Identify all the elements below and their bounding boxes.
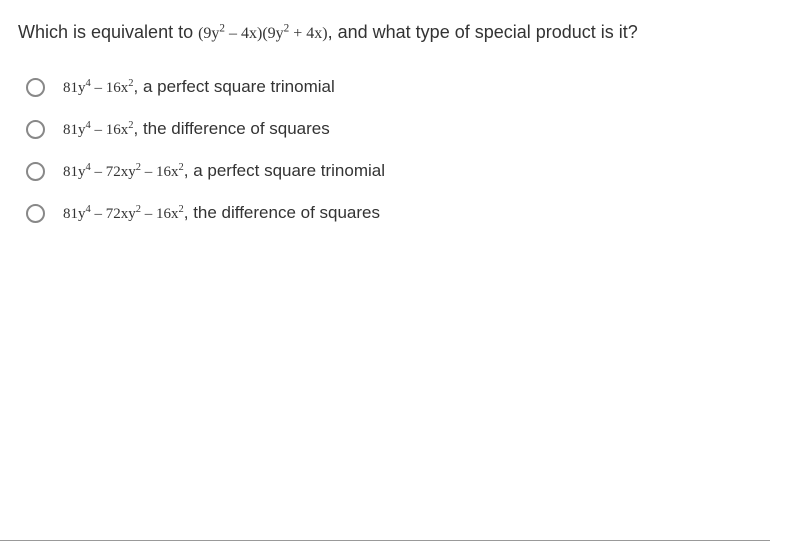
radio-button-1[interactable] xyxy=(26,78,45,97)
option-row: 81y4 – 72xy2 – 16x2, the difference of s… xyxy=(26,203,782,223)
option-text-1: 81y4 – 16x2, a perfect square trinomial xyxy=(63,77,335,97)
option-description: , the difference of squares xyxy=(184,203,380,222)
option-text-3: 81y4 – 72xy2 – 16x2, a perfect square tr… xyxy=(63,161,385,181)
options-container: 81y4 – 16x2, a perfect square trinomial … xyxy=(18,77,782,223)
option-expression: 81y4 – 72xy2 – 16x2 xyxy=(63,206,184,222)
option-expression: 81y4 – 72xy2 – 16x2 xyxy=(63,164,184,180)
option-text-4: 81y4 – 72xy2 – 16x2, the difference of s… xyxy=(63,203,380,223)
question-prefix: Which is equivalent to xyxy=(18,22,198,42)
option-description: , the difference of squares xyxy=(134,119,330,138)
option-row: 81y4 – 16x2, the difference of squares xyxy=(26,119,782,139)
option-row: 81y4 – 72xy2 – 16x2, a perfect square tr… xyxy=(26,161,782,181)
option-expression: 81y4 – 16x2 xyxy=(63,122,134,138)
option-row: 81y4 – 16x2, a perfect square trinomial xyxy=(26,77,782,97)
radio-button-2[interactable] xyxy=(26,120,45,139)
option-description: , a perfect square trinomial xyxy=(184,161,385,180)
question-text: Which is equivalent to (9y2 – 4x)(9y2 + … xyxy=(18,20,782,45)
radio-button-3[interactable] xyxy=(26,162,45,181)
bottom-divider xyxy=(0,540,770,541)
option-description: , a perfect square trinomial xyxy=(134,77,335,96)
radio-button-4[interactable] xyxy=(26,204,45,223)
question-expression: (9y2 – 4x)(9y2 + 4x) xyxy=(198,25,328,42)
option-text-2: 81y4 – 16x2, the difference of squares xyxy=(63,119,330,139)
option-expression: 81y4 – 16x2 xyxy=(63,80,134,96)
question-suffix: , and what type of special product is it… xyxy=(328,22,638,42)
